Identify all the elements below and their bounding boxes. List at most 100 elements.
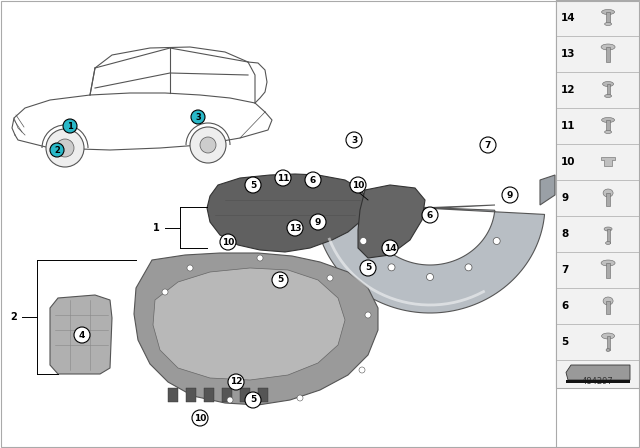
Text: 10: 10 [194,414,206,422]
Circle shape [56,139,74,157]
Circle shape [287,220,303,236]
Circle shape [162,289,168,295]
Bar [186,388,196,402]
Text: 7: 7 [561,265,568,275]
Circle shape [74,327,90,343]
Text: 6: 6 [427,211,433,220]
Circle shape [365,312,371,318]
Ellipse shape [602,333,614,339]
Text: 3: 3 [351,135,357,145]
Ellipse shape [602,117,614,122]
Text: 3: 3 [195,112,201,121]
Bar [606,120,610,132]
Text: 9: 9 [315,217,321,227]
Bar [204,388,214,402]
Circle shape [310,214,326,230]
Circle shape [360,260,376,276]
Circle shape [382,240,398,256]
Circle shape [350,177,366,193]
Text: 8: 8 [561,229,568,239]
Circle shape [305,172,321,188]
Bar [606,301,610,314]
Ellipse shape [603,82,614,86]
Bar [222,388,232,402]
Text: 6: 6 [310,176,316,185]
Polygon shape [50,295,112,374]
Text: 1: 1 [153,223,160,233]
Polygon shape [316,205,545,313]
Text: 9: 9 [507,190,513,199]
Circle shape [297,395,303,401]
Polygon shape [207,174,368,252]
Text: 10: 10 [561,157,575,167]
Bar [240,388,250,402]
Text: 10: 10 [222,237,234,246]
Bar [258,388,268,402]
Ellipse shape [604,227,612,231]
Text: 5: 5 [277,276,283,284]
Bar [606,193,610,206]
Circle shape [190,127,226,163]
Text: 6: 6 [561,301,568,311]
Ellipse shape [601,44,615,50]
Text: 484297: 484297 [582,378,614,387]
Polygon shape [134,253,378,405]
Circle shape [465,264,472,271]
Circle shape [245,177,261,193]
Text: 13: 13 [561,49,575,59]
Circle shape [191,110,205,124]
Text: 9: 9 [561,193,568,203]
Polygon shape [153,268,345,380]
Text: 5: 5 [365,263,371,272]
Polygon shape [601,157,615,166]
Text: 11: 11 [276,173,289,182]
Text: 5: 5 [250,181,256,190]
Circle shape [200,137,216,153]
Text: 1: 1 [67,121,73,130]
Circle shape [192,410,208,426]
Circle shape [257,255,263,261]
Text: 2: 2 [10,312,17,322]
Text: 5: 5 [561,337,568,347]
Text: 10: 10 [352,181,364,190]
Circle shape [46,129,84,167]
Bar [607,336,609,350]
Circle shape [227,397,233,403]
Circle shape [220,234,236,250]
Text: 7: 7 [485,141,491,150]
Circle shape [388,264,395,271]
Text: 11: 11 [561,121,575,131]
Ellipse shape [602,9,614,14]
Circle shape [50,143,64,157]
Polygon shape [540,175,555,205]
Circle shape [327,275,333,281]
Text: 12: 12 [230,378,243,387]
Bar [606,12,610,24]
Text: 12: 12 [561,85,575,95]
Circle shape [493,237,500,245]
Circle shape [187,265,193,271]
Text: 13: 13 [289,224,301,233]
Circle shape [502,187,518,203]
Circle shape [480,137,496,153]
Bar [607,84,609,96]
Text: 5: 5 [250,396,256,405]
Polygon shape [566,365,630,380]
Ellipse shape [603,297,613,305]
Circle shape [272,272,288,288]
Ellipse shape [605,130,612,134]
Ellipse shape [605,241,611,245]
Bar [168,388,178,402]
Circle shape [359,367,365,373]
Text: 14: 14 [384,244,396,253]
Circle shape [360,237,367,245]
Text: 4: 4 [79,331,85,340]
Circle shape [63,119,77,133]
Circle shape [245,392,261,408]
Ellipse shape [606,349,610,352]
Text: 14: 14 [561,13,575,23]
Ellipse shape [605,95,612,98]
Circle shape [346,132,362,148]
Bar [566,380,630,383]
Ellipse shape [605,22,612,26]
